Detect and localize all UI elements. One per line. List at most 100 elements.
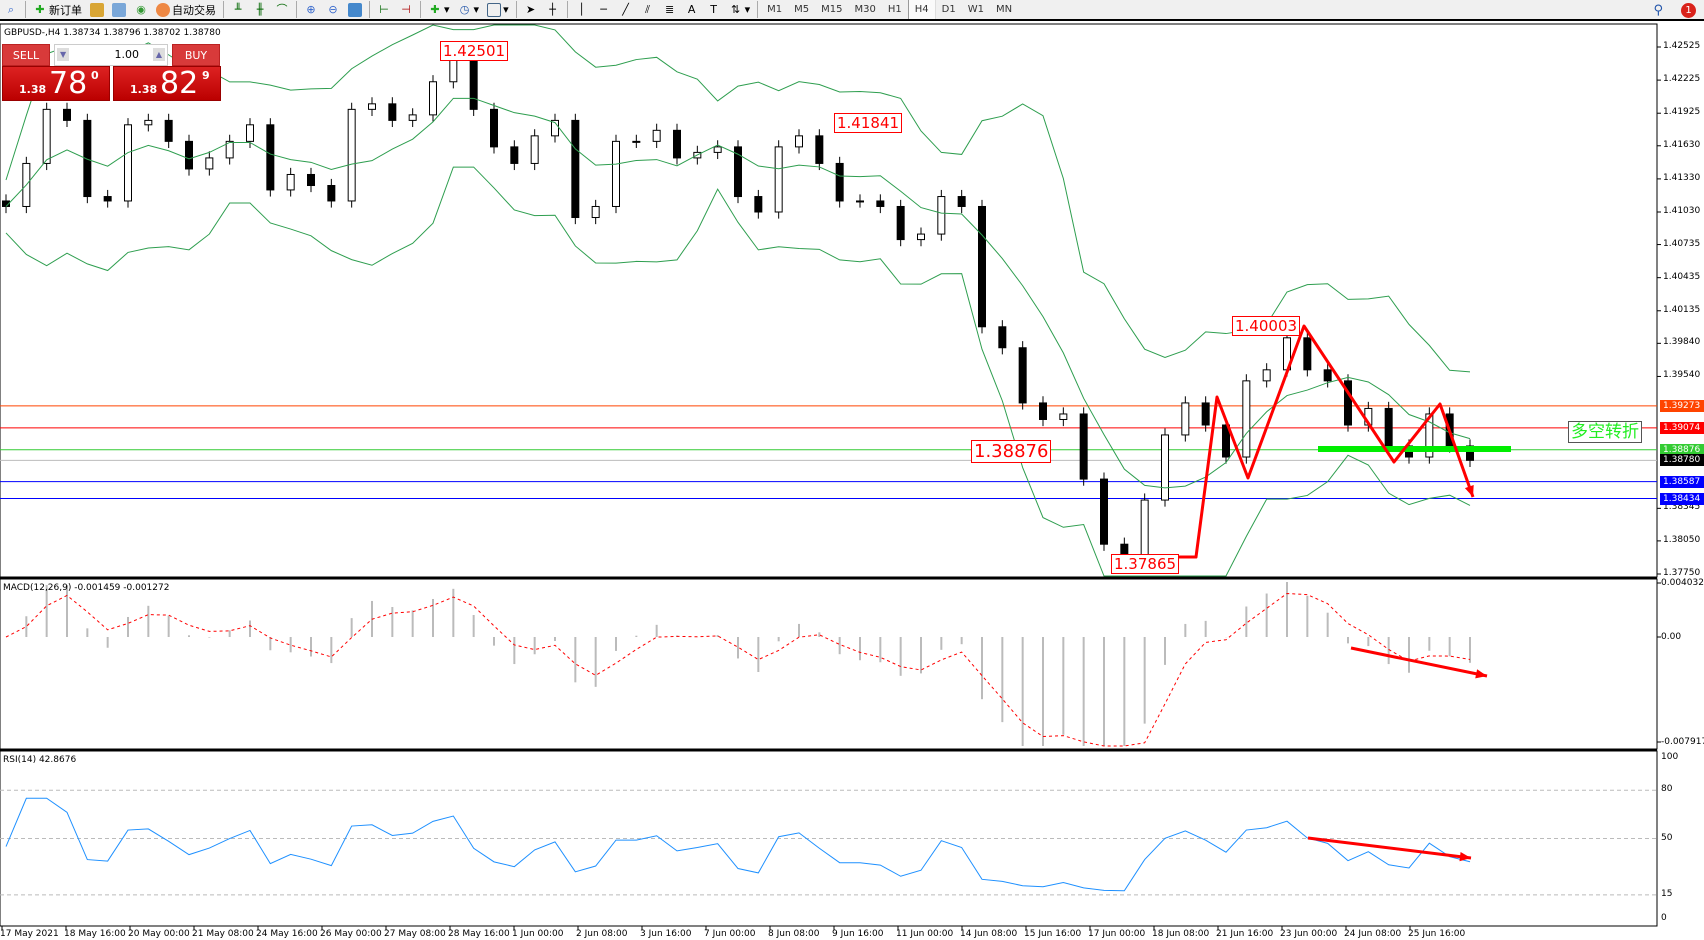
vertical-line-button[interactable]: │ [571, 0, 593, 19]
timeframe-h1[interactable]: H1 [887, 4, 902, 15]
bar-chart-button[interactable]: ╨ [227, 0, 249, 19]
new-order-button[interactable]: ✚ 新订单 [29, 0, 86, 19]
sell-button[interactable]: SELL [2, 44, 50, 66]
buy-button[interactable]: BUY [172, 44, 220, 66]
buy-price-prefix: 1.38 [130, 83, 158, 96]
history-button[interactable] [108, 0, 130, 19]
candle-bearish [876, 200, 885, 207]
lot-decrease-icon[interactable]: ▼ [57, 48, 70, 61]
text-button[interactable]: A [681, 0, 703, 19]
candle-bullish [612, 140, 620, 207]
candle-bearish [1323, 369, 1332, 382]
time-axis-label: 21 May 08:00 [192, 929, 254, 939]
candle-bullish [795, 135, 803, 148]
divider [566, 1, 568, 18]
macd-divergence-arrow [1350, 646, 1488, 678]
timeframe-h4[interactable]: H4 [907, 0, 936, 19]
periods-button[interactable]: ◷ ▾ [454, 0, 484, 19]
horizontal-line-button[interactable]: ─ [593, 0, 615, 19]
price-tick-label: 1.42225 [1663, 74, 1701, 85]
candle-bearish [1303, 337, 1312, 371]
timeframe-m1[interactable]: M1 [767, 4, 783, 15]
arrow-head-icon [1464, 485, 1474, 497]
candle-chart-button[interactable]: ╫ [249, 0, 271, 19]
channel-button[interactable]: ⫽ [637, 0, 659, 19]
price-tick-label: 1.37750 [1663, 568, 1701, 578]
timeframe-w1[interactable]: W1 [967, 4, 984, 15]
bollinger-middle-band [5, 97, 1471, 489]
price-tick-label: 1.41030 [1663, 205, 1701, 216]
candle-bullish [286, 173, 295, 191]
gold-icon [90, 2, 104, 17]
trendline-button[interactable]: ╱ [615, 0, 637, 19]
candle-bullish [144, 119, 153, 126]
candle-bullish [225, 140, 234, 159]
signals-button[interactable]: ◉ [130, 0, 152, 19]
time-axis-label: 18 Jun 08:00 [1152, 929, 1210, 939]
magnifier-icon: ⌕ [7, 2, 15, 16]
market-watch-button[interactable] [86, 0, 108, 19]
arrows-button[interactable]: ⇅ ▾ [725, 0, 755, 19]
auto-scroll-button[interactable]: ⊢ [373, 0, 395, 19]
candle-bullish [1425, 413, 1434, 458]
cursor-button[interactable]: ➤ [520, 0, 542, 19]
buy-price[interactable]: 1.38 82 9 [113, 66, 221, 101]
templates-button[interactable]: ▾ [483, 0, 513, 19]
timeframe-d1[interactable]: D1 [941, 4, 956, 15]
price-tick-label: 1.42525 [1663, 41, 1701, 51]
candle-bearish [327, 185, 336, 202]
fibonacci-button[interactable]: ≣ [659, 0, 681, 19]
zoom-tool-button[interactable]: ⌕ [0, 0, 22, 19]
candle-bullish [124, 124, 132, 202]
candle-bullish [347, 108, 356, 202]
chart-shift-button[interactable]: ⊣ [395, 0, 417, 19]
sell-price[interactable]: 1.38 78 0 [2, 66, 110, 101]
indicators-button[interactable]: ✚ ▾ [424, 0, 454, 19]
auto-trading-icon [156, 2, 170, 17]
timeframe-mn[interactable]: MN [995, 4, 1013, 15]
rsi-tick-label: 80 [1661, 784, 1673, 795]
timeframe-m30[interactable]: M30 [854, 4, 876, 15]
notification-badge[interactable]: 1 [1681, 2, 1696, 18]
candlestick-icon: ╫ [256, 2, 264, 16]
price-tick-label: 1.41630 [1663, 139, 1701, 150]
rsi-line [5, 797, 1471, 892]
candle-bearish [83, 119, 92, 198]
divider [515, 1, 517, 18]
search-icon[interactable]: ⚲ [1653, 2, 1663, 18]
text-label-button[interactable]: T [703, 0, 725, 19]
candle-bearish [490, 108, 498, 148]
lot-increase-icon[interactable]: ▲ [152, 48, 165, 61]
time-axis-label: 18 May 16:00 [64, 929, 126, 939]
candle-bullish [429, 81, 437, 116]
price-annotation-high: 1.42501 [440, 41, 509, 61]
price-tick-label: 1.39540 [1663, 370, 1701, 381]
arrow-head-icon [1475, 669, 1487, 679]
sell-price-fraction: 0 [91, 69, 99, 82]
candle-bearish [469, 59, 478, 110]
candle-bearish [998, 326, 1007, 349]
zoom-in-button[interactable]: ⊕ [300, 0, 322, 19]
bar-chart-icon: ╨ [234, 2, 242, 16]
pattern-zigzag-arrow [1179, 324, 1475, 559]
crosshair-button[interactable]: ┼ [542, 0, 564, 19]
zoom-out-button[interactable]: ⊖ [322, 0, 344, 19]
lot-size-input[interactable]: ▼ 1.00 ▲ [54, 44, 168, 66]
line-chart-icon: ⌒ [276, 2, 288, 16]
rsi-tick-label: 15 [1661, 888, 1673, 899]
line-chart-button[interactable]: ⌒ [271, 0, 293, 19]
macd-pane-frame [0, 578, 1658, 750]
candle-bearish [734, 146, 742, 198]
candle-bullish [42, 108, 51, 164]
price-tick-label: 1.41330 [1663, 172, 1701, 183]
timeframe-m5[interactable]: M5 [794, 4, 810, 15]
rsi-tick-label: 50 [1661, 832, 1673, 843]
macd-tick-label: 0.004032 [1661, 578, 1704, 588]
timeframe-m15[interactable]: M15 [821, 4, 843, 15]
buy-price-pips: 82 [160, 66, 199, 101]
candle-bearish [978, 205, 986, 328]
auto-trading-button[interactable]: 自动交易 [152, 0, 220, 19]
time-axis-label: 24 Jun 08:00 [1344, 929, 1402, 939]
tile-windows-button[interactable] [344, 0, 366, 19]
